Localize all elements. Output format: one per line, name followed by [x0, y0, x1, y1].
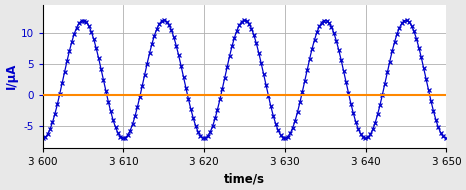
Y-axis label: I/μA: I/μA: [5, 63, 18, 89]
X-axis label: time/s: time/s: [224, 172, 265, 185]
